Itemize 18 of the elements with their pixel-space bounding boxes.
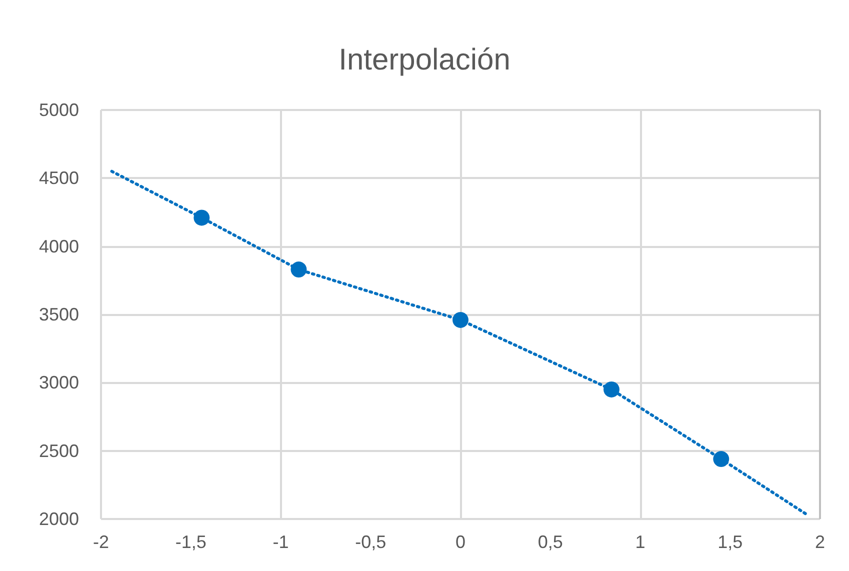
chart-title: Interpolación: [338, 44, 510, 76]
line-series: [110, 170, 809, 516]
y-tick-label: 2500: [38, 440, 79, 461]
x-tick-label: 1,5: [718, 532, 743, 552]
y-tick-label: 3500: [38, 304, 79, 324]
x-tick-label: 1: [635, 532, 646, 552]
x-tick-label: -2: [92, 532, 110, 552]
x-tick-label: 0: [455, 532, 466, 552]
x-tick-label: 0,5: [538, 532, 563, 552]
x-tick-label: 2: [814, 532, 826, 552]
y-tick-label: 2000: [38, 509, 79, 529]
y-tick-label: 4500: [38, 168, 79, 188]
x-tick-label: -1,5: [175, 532, 206, 552]
y-tick-label: 4000: [38, 236, 79, 256]
x-tick-label: -0,5: [355, 532, 386, 552]
y-tick-label: 5000: [38, 100, 79, 120]
y-tick-label: 3000: [38, 372, 79, 393]
x-tick-label: -1: [272, 532, 289, 552]
